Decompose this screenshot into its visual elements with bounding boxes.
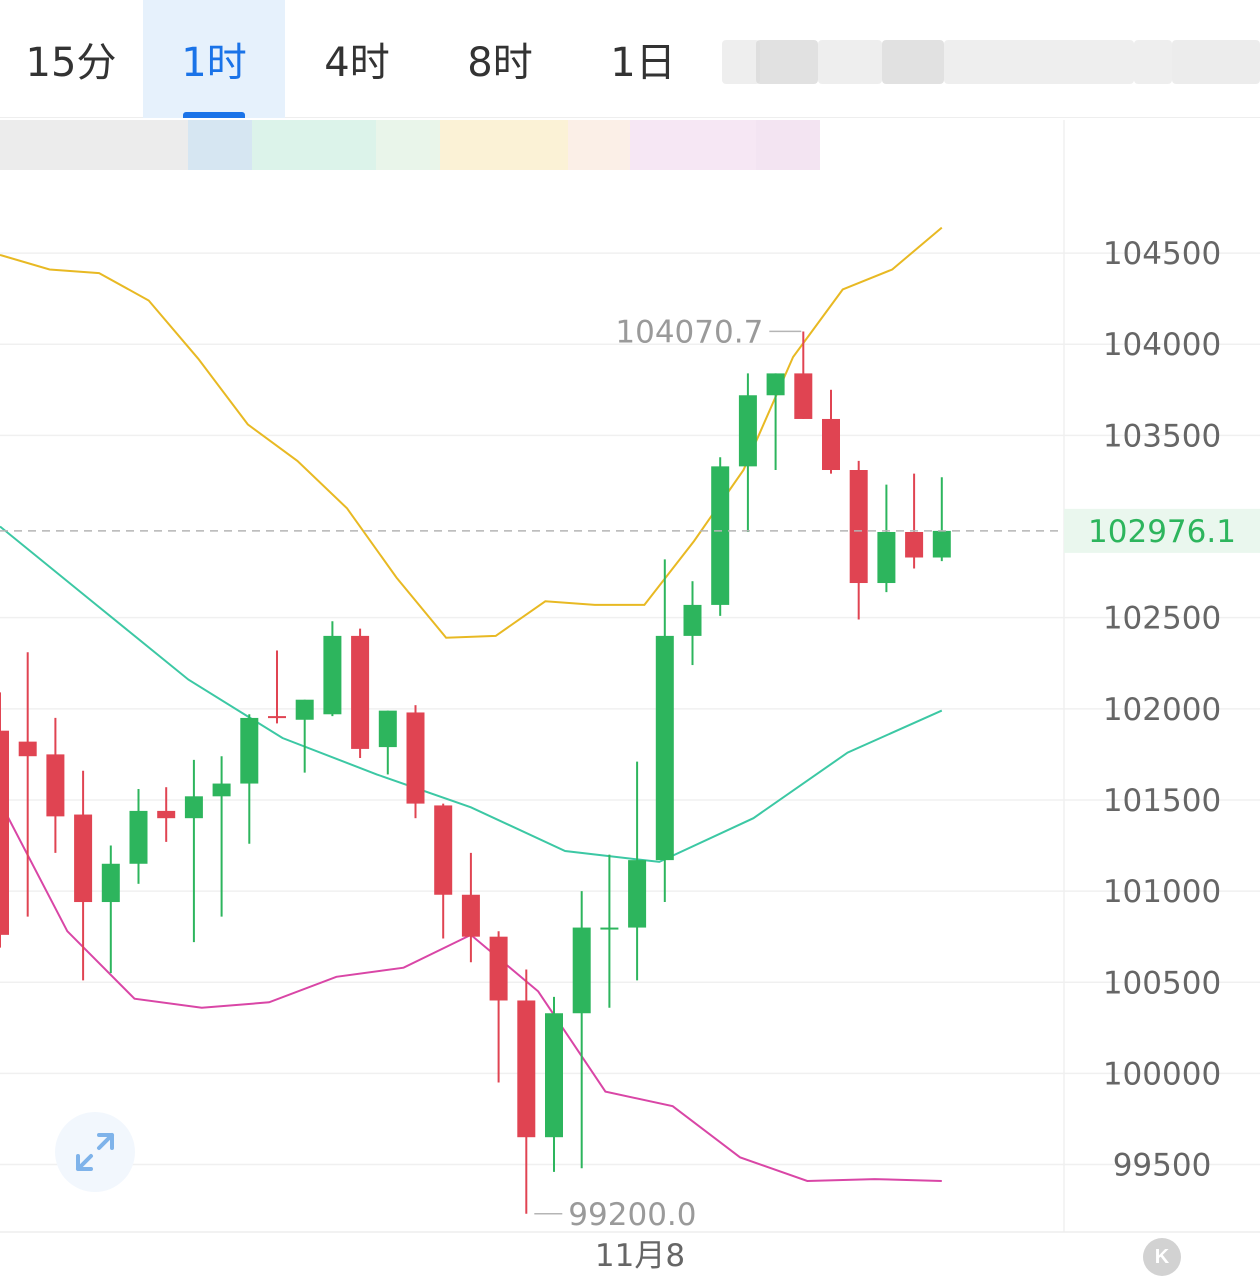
expand-button[interactable]: [55, 1112, 135, 1192]
y-tick-label: 102500: [1103, 601, 1221, 637]
y-tick-label: 101000: [1103, 874, 1221, 910]
y-tick-label: 102000: [1103, 692, 1221, 728]
y-tick-label: 100000: [1103, 1056, 1221, 1092]
tab-label: 8时: [467, 40, 533, 86]
y-tick-label: 104500: [1103, 236, 1221, 272]
tab-label: 4时: [324, 40, 390, 86]
candle-body: [295, 699, 314, 720]
y-tick-label: 104000: [1103, 327, 1221, 363]
boll-mid-line: [0, 525, 943, 863]
tab-label: 1日: [610, 40, 676, 86]
tab-8h[interactable]: 8时: [429, 0, 571, 118]
active-tab-indicator: [183, 112, 245, 118]
y-tick-label: 101500: [1103, 783, 1221, 819]
candle-body: [351, 635, 370, 749]
candle-body: [240, 717, 259, 784]
candle-body: [849, 470, 868, 584]
k-badge-icon[interactable]: K: [1143, 1238, 1181, 1276]
candle-body: [683, 604, 702, 636]
candle-body: [18, 741, 37, 757]
candle-body: [489, 936, 508, 1001]
current-price-badge: [1064, 508, 1260, 553]
candle-body: [628, 860, 647, 928]
candle-body: [738, 395, 757, 467]
high-price-label: 104070.7: [615, 314, 763, 350]
candle-body: [877, 531, 896, 584]
candle-body: [766, 373, 785, 396]
tab-label: 1时: [181, 40, 247, 86]
candle-body: [434, 805, 453, 895]
candle-body: [157, 810, 176, 819]
tab-label: 15分: [25, 40, 117, 86]
interval-tabbar: 15分 1时 4时 8时 1日: [0, 0, 1260, 118]
low-price-label: 99200.0: [568, 1197, 696, 1233]
candle-body: [74, 814, 93, 903]
candle-body: [905, 531, 924, 558]
candle-body: [406, 712, 425, 804]
candle-body: [378, 710, 397, 748]
candle-body: [517, 1000, 536, 1138]
tab-1h[interactable]: 1时: [143, 0, 285, 118]
candle-body: [655, 635, 674, 861]
tab-4h[interactable]: 4时: [286, 0, 428, 118]
candle-body: [268, 716, 286, 719]
candle-body: [46, 754, 65, 817]
candle-body: [0, 730, 9, 935]
indicator-legend-blurred: [0, 120, 820, 170]
x-tick-label: 11月8: [595, 1238, 685, 1274]
candle-body: [323, 635, 342, 715]
tab-15m[interactable]: 15分: [0, 0, 142, 118]
current-price-label: 102976.1: [1088, 514, 1236, 550]
candle-body: [101, 863, 120, 903]
chart-area[interactable]: 104500 104000 103500 102500 102000 101500 1010…: [0, 120, 1260, 1276]
candle-body: [129, 810, 148, 864]
candlestick-chart: 104500 104000 103500 102500 102000 101500 1010…: [0, 120, 1260, 1274]
tab-1d[interactable]: 1日: [572, 0, 714, 118]
candle-body: [184, 796, 203, 819]
candle-body: [600, 927, 619, 930]
y-tick-label: 99500: [1113, 1148, 1212, 1184]
boll-upper-line: [0, 226, 943, 639]
candle-body: [794, 373, 813, 419]
candle-body: [572, 927, 591, 1014]
candle-body: [212, 783, 231, 797]
expand-arrows-icon: [76, 1133, 114, 1171]
candle-body: [822, 418, 840, 471]
candle-body: [461, 894, 480, 937]
blurred-toolbar: [722, 22, 1260, 94]
y-tick-label: 100500: [1103, 965, 1221, 1001]
y-tick-label: 103500: [1103, 418, 1221, 454]
candle-body: [932, 530, 951, 558]
candle-body: [711, 466, 730, 605]
candle-body: [545, 1013, 563, 1138]
